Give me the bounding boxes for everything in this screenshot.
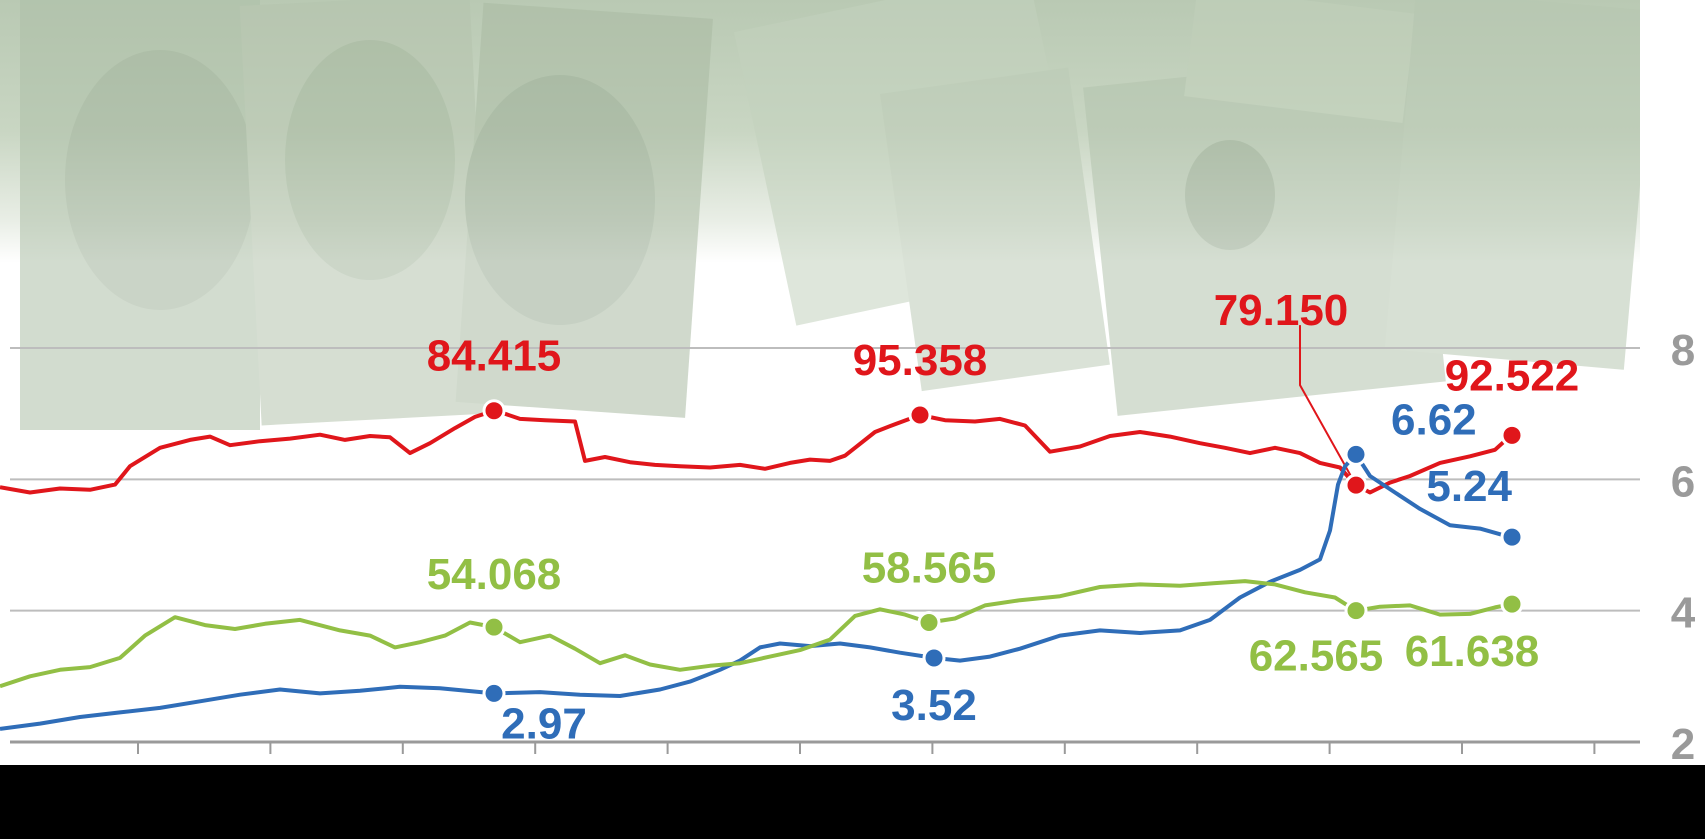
y-tick-label: 4 [1671,589,1696,638]
data-point-marker [482,615,506,639]
data-label: 5.24 [1426,462,1512,511]
data-point-marker [908,403,932,427]
series-line-red [0,408,1513,495]
data-label: 62.565 [1249,632,1384,681]
data-label: 84.415 [427,332,562,381]
data-label: 92.522 [1445,351,1580,400]
data-point-marker [482,399,506,423]
data-point-marker [1500,525,1524,549]
series-line-blue [0,452,1511,731]
y-tick-label: 8 [1671,326,1695,375]
series-line-green [0,579,1513,689]
data-point-marker [917,610,941,634]
data-label: 2.97 [501,699,587,748]
data-point-marker [922,646,946,670]
data-labels: 84.415 95.358 79.150 92.522 2.97 3.52 6.62 5.24… [427,286,1580,748]
banknote-background [0,0,1705,765]
y-tick-label: 2 [1671,720,1695,769]
data-point-marker [1344,599,1368,623]
data-point-marker [1344,473,1368,497]
data-point-marker [482,681,506,705]
data-label: 3.52 [891,681,977,730]
data-label: 6.62 [1391,395,1477,444]
data-point-marker [1500,423,1524,447]
data-label: 79.150 [1214,286,1349,335]
data-label: 54.068 [427,550,562,599]
data-label: 58.565 [862,543,997,592]
data-point-marker [1344,442,1368,466]
data-label: 61.638 [1405,627,1540,676]
data-label: 95.358 [853,336,988,385]
data-point-marker [1500,592,1524,616]
series-layer [0,325,1524,731]
y-tick-label: 6 [1671,457,1695,506]
bottom-bar [0,765,1705,834]
leader-line [1299,325,1357,486]
